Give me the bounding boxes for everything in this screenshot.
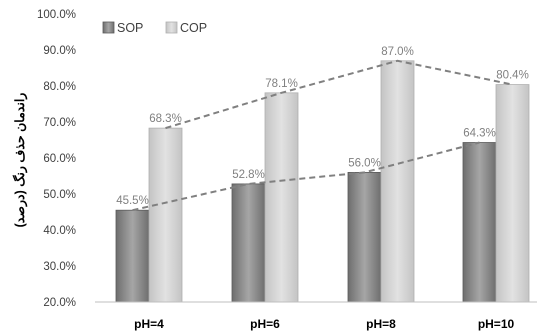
data-label-sop: 64.3% <box>463 128 496 140</box>
trendline-cop <box>165 59 513 130</box>
bar-sop-2 <box>231 183 266 303</box>
legend: SOP COP <box>102 21 207 35</box>
data-label-cop: 78.1% <box>265 78 298 90</box>
y-tick-label: 70.0% <box>43 117 76 129</box>
category-label: pH=10 <box>478 317 515 331</box>
bar-cop-1 <box>148 127 183 303</box>
data-label-sop: 45.5% <box>116 195 149 207</box>
bar-sop-4 <box>462 142 497 303</box>
y-axis-label: راندمان حذف رنگ (درصد) <box>11 93 28 228</box>
legend-label-cop: COP <box>180 21 207 35</box>
data-label-cop: 80.4% <box>496 70 529 82</box>
y-tick-label: 50.0% <box>43 189 76 201</box>
trendline-sop <box>132 141 480 212</box>
bar-cop-2 <box>264 92 299 303</box>
y-tick-label: 60.0% <box>43 153 76 165</box>
y-tick-label: 40.0% <box>43 225 76 237</box>
legend-swatch-sop <box>102 21 115 34</box>
category-label: pH=6 <box>250 317 280 331</box>
bar-cop-3 <box>380 60 415 303</box>
y-tick-label: 30.0% <box>43 261 76 273</box>
data-label-sop: 56.0% <box>348 157 381 169</box>
legend-label-sop: SOP <box>117 21 143 35</box>
y-tick-label: 80.0% <box>43 81 76 93</box>
data-label-cop: 87.0% <box>381 46 414 58</box>
category-label: pH=8 <box>366 317 396 331</box>
data-label-sop: 52.8% <box>232 169 265 181</box>
data-label-cop: 68.3% <box>149 113 182 125</box>
bar-cop-4 <box>495 84 530 303</box>
bar-sop-1 <box>115 209 150 303</box>
category-label: pH=4 <box>134 317 164 331</box>
y-tick-label: 90.0% <box>43 45 76 57</box>
y-tick-label: 100.0% <box>37 9 76 21</box>
legend-swatch-cop <box>165 21 178 34</box>
y-tick-label: 20.0% <box>43 297 76 309</box>
bar-sop-3 <box>347 171 382 303</box>
